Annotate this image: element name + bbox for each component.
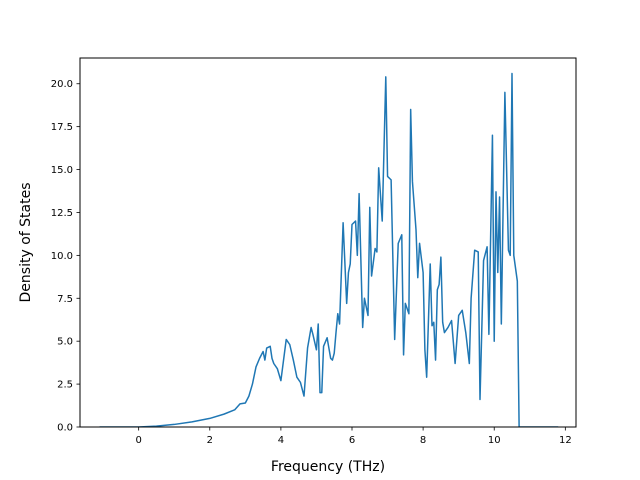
y-tick-label: 0.0 <box>57 423 73 434</box>
y-tick-label: 2.5 <box>57 380 73 391</box>
y-axis: 0.0 2.5 5.0 7.5 10.0 12.5 15.0 17.5 20.0 <box>51 79 80 434</box>
x-tick-label: 6 <box>349 435 355 446</box>
x-tick-label: 4 <box>278 435 284 446</box>
x-tick-label: 10 <box>488 435 501 446</box>
plot-area <box>99 72 559 427</box>
y-tick-label: 17.5 <box>51 122 73 133</box>
x-tick-label: 8 <box>420 435 426 446</box>
x-axis: 0 2 4 6 8 10 12 <box>135 427 572 446</box>
x-tick-label: 2 <box>207 435 213 446</box>
x-tick-label: 12 <box>559 435 572 446</box>
axes-frame <box>79 57 577 428</box>
dos-series-line <box>99 72 559 427</box>
y-axis-label: Density of States <box>18 183 34 303</box>
y-tick-label: 20.0 <box>51 79 73 90</box>
x-axis-label: Frequency (THz) <box>271 459 385 475</box>
y-tick-label: 15.0 <box>51 165 73 176</box>
y-tick-label: 10.0 <box>51 251 73 262</box>
y-tick-label: 5.0 <box>57 337 73 348</box>
y-tick-label: 12.5 <box>51 208 73 219</box>
y-tick-label: 7.5 <box>57 294 73 305</box>
x-tick-label: 0 <box>135 435 141 446</box>
